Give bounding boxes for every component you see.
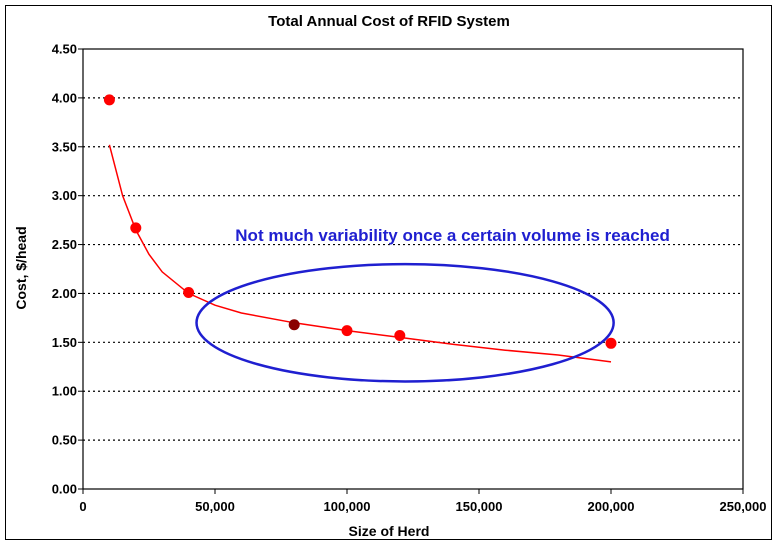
y-axis-ticks: 0.00 0.50 1.00 1.50 2.00 2.50 3.00 3.50 4.00 4.50: [52, 42, 83, 497]
annotation-text: Not much variability once a certain volu…: [235, 226, 670, 245]
y-tick-label: 1.50: [52, 335, 77, 350]
data-point: [394, 329, 406, 341]
chart-frame: Total Annual Cost of RFID System 0.00 0.5…: [5, 5, 772, 540]
trendline: [108, 144, 612, 363]
x-tick-label: 0: [79, 499, 86, 514]
y-tick-label: 3.00: [52, 188, 77, 203]
grid-lines: [83, 97, 743, 441]
x-tick-label: 50,000: [195, 499, 235, 514]
y-tick-label: 2.00: [52, 286, 77, 301]
y-axis-label: Cost, $/head: [13, 226, 29, 309]
data-point: [103, 94, 115, 106]
data-points: [103, 94, 617, 349]
data-point: [288, 319, 300, 331]
highlight-ellipse: [195, 262, 615, 383]
y-tick-label: 3.50: [52, 139, 77, 154]
data-point: [605, 337, 617, 349]
y-tick-label: 1.00: [52, 384, 77, 399]
x-tick-label: 150,000: [456, 499, 503, 514]
y-tick-label: 0.50: [52, 433, 77, 448]
x-tick-label: 200,000: [588, 499, 635, 514]
x-tick-label: 250,000: [720, 499, 767, 514]
y-tick-label: 2.50: [52, 237, 77, 252]
data-point: [130, 222, 142, 234]
data-point: [183, 286, 195, 298]
data-point: [341, 325, 353, 337]
y-tick-label: 0.00: [52, 482, 77, 497]
chart-svg: Total Annual Cost of RFID System 0.00 0.5…: [13, 13, 767, 539]
y-tick-label: 4.00: [52, 90, 77, 105]
x-axis-ticks: 0 50,000 100,000 150,000 200,000 250,000: [79, 489, 767, 514]
plot-area: [82, 48, 744, 490]
x-axis-label: Size of Herd: [349, 523, 430, 539]
y-tick-label: 4.50: [52, 42, 77, 57]
x-tick-label: 100,000: [324, 499, 371, 514]
chart-title: Total Annual Cost of RFID System: [268, 13, 510, 30]
